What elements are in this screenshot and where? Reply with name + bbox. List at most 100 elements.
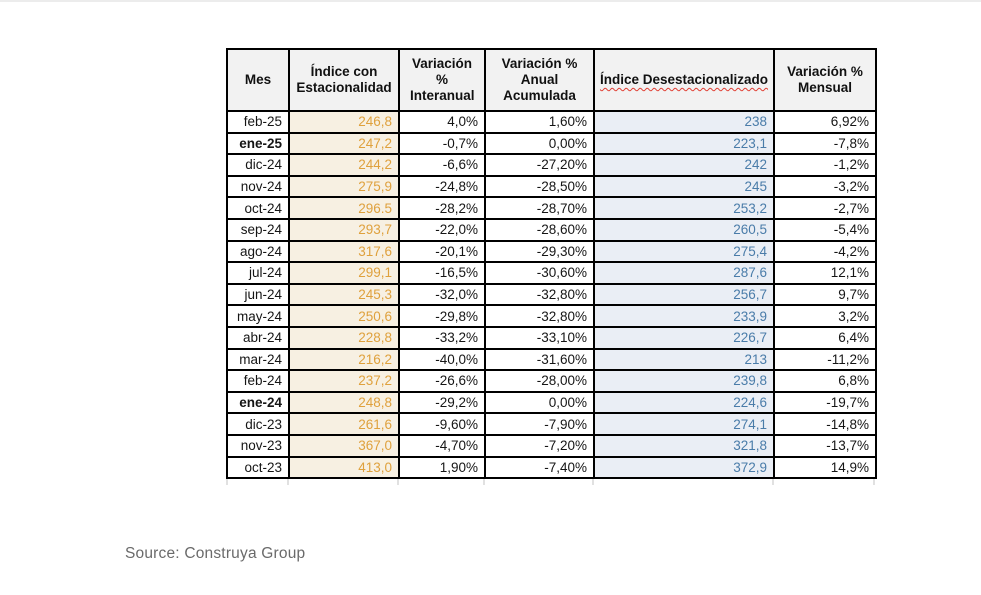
value-cell: -20,1% [398, 239, 486, 264]
value-cell: -33,10% [484, 325, 595, 350]
month-cell: nov-24 [226, 174, 290, 199]
month-cell: jul-24 [226, 261, 290, 285]
month-cell: ene-24 [226, 390, 290, 415]
value-cell: 242 [593, 153, 775, 177]
table-row: jun-24 245,3 -32,0% -32,80% 256,7 9,7% [226, 282, 877, 307]
value-cell: 1,60% [484, 110, 595, 134]
value-cell: 248,8 [288, 390, 400, 415]
value-cell: 293,7 [288, 217, 400, 242]
value-cell: -6,6% [398, 153, 486, 177]
column-header: Variación % Interanual [398, 48, 486, 112]
value-cell: 3,2% [773, 304, 877, 328]
value-cell: 238 [593, 110, 775, 134]
value-cell: 0,00% [484, 390, 595, 415]
source-note: Source: Construya Group [125, 545, 306, 562]
value-cell: 213 [593, 347, 775, 372]
value-cell: -29,2% [398, 390, 486, 415]
value-cell: -32,80% [484, 304, 595, 328]
value-cell: -29,8% [398, 304, 486, 328]
value-cell: -13,7% [773, 433, 877, 458]
table-row: nov-23 367,0 -4,70% -7,20% 321,8 -13,7% [226, 433, 877, 458]
value-cell: -5,4% [773, 217, 877, 242]
value-cell: -28,00% [484, 369, 595, 393]
table-row: dic-23 261,6 -9,60% -7,90% 274,1 -14,8% [226, 412, 877, 436]
table-row: feb-25 246,8 4,0% 1,60% 238 6,92% [226, 110, 877, 134]
value-cell: 372,9 [593, 455, 775, 480]
value-cell: 6,92% [773, 110, 877, 134]
value-cell: 0,00% [484, 131, 595, 156]
table-body: feb-25 246,8 4,0% 1,60% 238 6,92% ene-25 247,2-… [226, 110, 877, 480]
month-cell: jun-24 [226, 282, 290, 307]
value-cell: 223,1 [593, 131, 775, 156]
table-row: ene-25 247,2 -0,7% 0,00% 223,1 -7,8% [226, 131, 877, 156]
month-cell: dic-24 [226, 153, 290, 177]
value-cell: 244,2 [288, 153, 400, 177]
value-cell: 367,0 [288, 433, 400, 458]
value-cell: 6,8% [773, 369, 877, 393]
value-cell: 250,6 [288, 304, 400, 328]
value-cell: -29,30% [484, 239, 595, 264]
month-cell: feb-24 [226, 369, 290, 393]
value-cell: 253,2 [593, 196, 775, 220]
value-cell: -19,7% [773, 390, 877, 415]
value-cell: -7,40% [484, 455, 595, 480]
value-cell: -4,70% [398, 433, 486, 458]
value-cell: -28,2% [398, 196, 486, 220]
value-cell: -9,60% [398, 412, 486, 436]
value-cell: 216,2 [288, 347, 400, 372]
column-header: Variación % Anual Acumulada [484, 48, 595, 112]
value-cell: -1,2% [773, 153, 877, 177]
value-cell: 317,6 [288, 239, 400, 264]
month-cell: dic-23 [226, 412, 290, 436]
value-cell: -33,2% [398, 325, 486, 350]
value-cell: 247,2 [288, 131, 400, 156]
month-cell: sep-24 [226, 217, 290, 242]
value-cell: 226,7 [593, 325, 775, 350]
value-cell: -28,60% [484, 217, 595, 242]
table-row: nov-24 275,9 -24,8% -28,50% 245 -3,2% [226, 174, 877, 199]
column-header: Índice Desestacionalizado [593, 48, 775, 112]
value-cell: -7,8% [773, 131, 877, 156]
table-row: dic-24 244,2 -6,6% -27,20% 242 -1,2% [226, 153, 877, 177]
value-cell: -11,2% [773, 347, 877, 372]
value-cell: 237,2 [288, 369, 400, 393]
value-cell: -7,90% [484, 412, 595, 436]
value-cell: 274,1 [593, 412, 775, 436]
month-cell: ene-25 [226, 131, 290, 156]
value-cell: 256,7 [593, 282, 775, 307]
month-cell: oct-23 [226, 455, 290, 480]
value-cell: 299,1 [288, 261, 400, 285]
value-cell: 1,90% [398, 455, 486, 480]
table-row: feb-24 237,2 -26,6% -28,00% 239,8 6,8% [226, 369, 877, 393]
value-cell: -32,0% [398, 282, 486, 307]
table-row: oct-24 296.5 -28,2% -28,70% 253,2 -2,7% [226, 196, 877, 220]
page-top-edge-line [0, 0, 981, 2]
table-row: sep-24 293,7 -22,0% -28,60% 260,5 -5,4% [226, 217, 877, 242]
value-cell: 4,0% [398, 110, 486, 134]
table-row: ago-24 317,6 -20,1% -29,30% 275,4 -4,2% [226, 239, 877, 264]
value-cell: -4,2% [773, 239, 877, 264]
value-cell: 228,8 [288, 325, 400, 350]
value-cell: -3,2% [773, 174, 877, 199]
column-header: Variación % Mensual [773, 48, 877, 112]
month-cell: ago-24 [226, 239, 290, 264]
value-cell: 246,8 [288, 110, 400, 134]
value-cell: 275,9 [288, 174, 400, 199]
month-cell: may-24 [226, 304, 290, 328]
value-cell: -16,5% [398, 261, 486, 285]
month-cell: nov-23 [226, 433, 290, 458]
month-cell: oct-24 [226, 196, 290, 220]
table-bottom-artifact [226, 479, 875, 486]
column-header: Mes [226, 48, 290, 112]
month-cell: feb-25 [226, 110, 290, 134]
value-cell: -32,80% [484, 282, 595, 307]
value-cell: -24,8% [398, 174, 486, 199]
value-cell: 224,6 [593, 390, 775, 415]
month-cell: abr-24 [226, 325, 290, 350]
value-cell: 233,9 [593, 304, 775, 328]
value-cell: 12,1% [773, 261, 877, 285]
value-cell: 14,9% [773, 455, 877, 480]
table-row: abr-24 228,8 -33,2% -33,10% 226,7 6,4% [226, 325, 877, 350]
data-table: Mes Índice con Estacionalidad Variación % … [226, 48, 877, 480]
table-row: may-24 250,6 -29,8% -32,80% 233,9 3,2% [226, 304, 877, 328]
